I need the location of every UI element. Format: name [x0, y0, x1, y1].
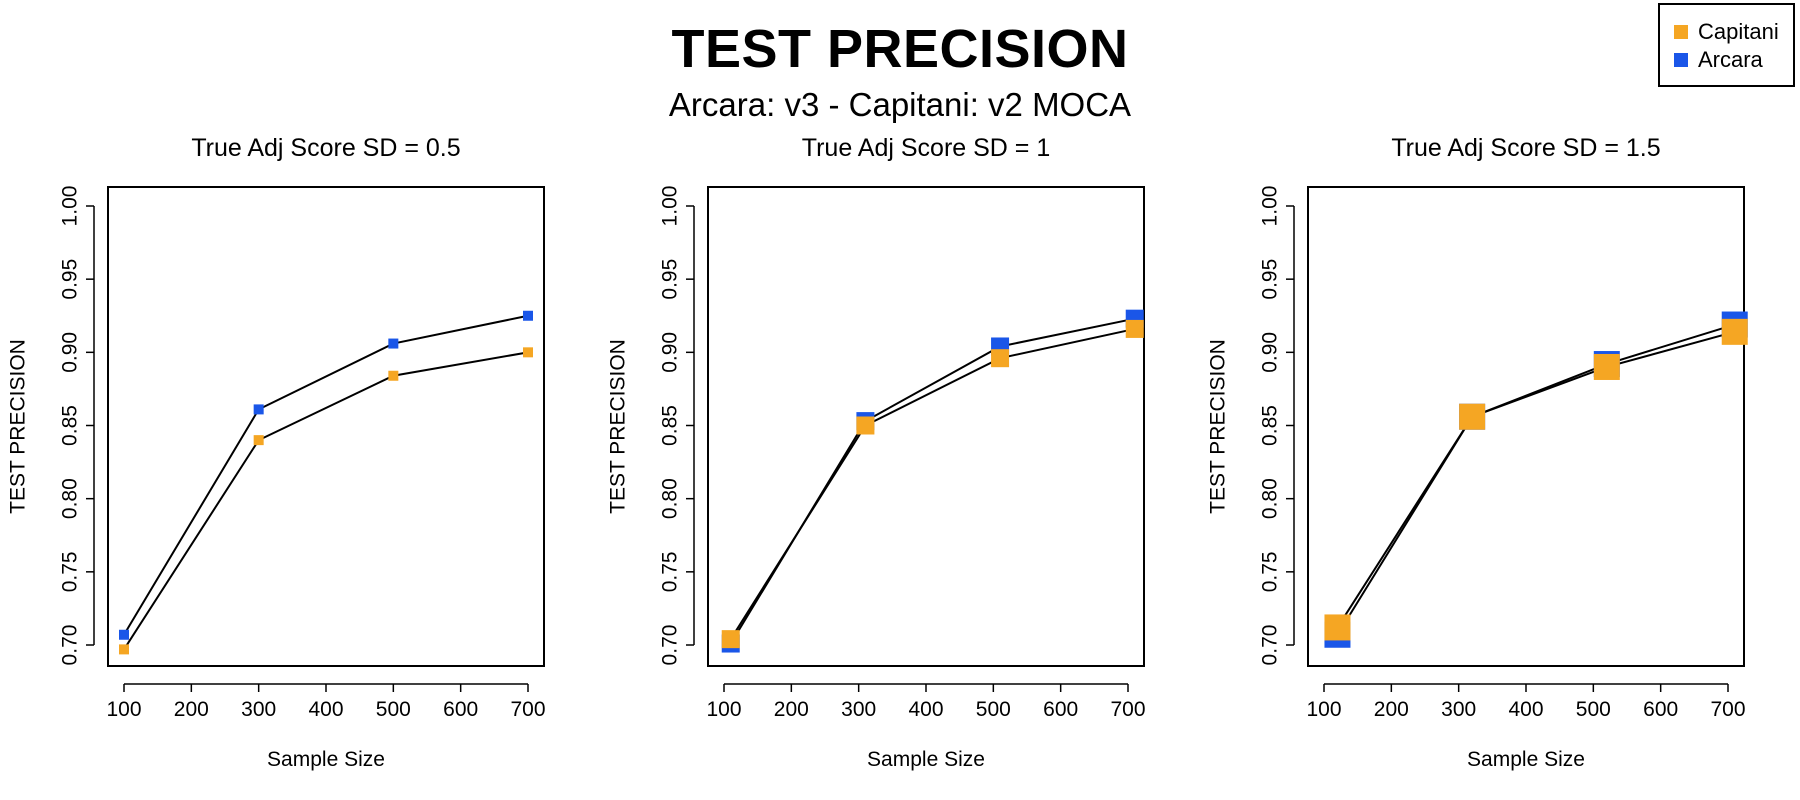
x-tick-label: 500 [376, 698, 411, 721]
y-tick-label: 0.95 [659, 259, 682, 300]
panel-title: True Adj Score SD = 1 [802, 134, 1051, 162]
y-tick-label: 0.95 [1259, 259, 1282, 300]
legend-item-capitani: Capitani [1674, 19, 1779, 45]
legend-label-capitani: Capitani [1698, 19, 1779, 44]
chart-panel-2: True Adj Score SD = 1 100 200 300 400 500 600 7… [607, 134, 1146, 771]
y-tick-label: 0.80 [659, 478, 682, 519]
x-tick-label: 700 [510, 698, 545, 721]
x-tick-label: 100 [106, 698, 141, 721]
y-tick-label: 1.00 [1259, 186, 1282, 227]
y-tick-label: 0.70 [59, 625, 82, 666]
data-point-arcara [119, 629, 129, 640]
plot-frame [707, 186, 1145, 667]
data-point-capitani [119, 644, 129, 655]
x-tick-label: 200 [774, 698, 809, 721]
x-tick-label: 300 [241, 698, 276, 721]
x-tick-label: 200 [1374, 698, 1409, 721]
data-point-capitani [1593, 353, 1620, 380]
data-point-arcara [523, 310, 533, 321]
y-tick-label: 0.75 [1259, 551, 1282, 592]
data-point-capitani [1721, 318, 1748, 345]
legend: Capitani Arcara [1658, 3, 1795, 87]
x-tick-label: 700 [1710, 698, 1745, 721]
legend-swatch-capitani [1674, 25, 1688, 39]
data-point-capitani [1324, 614, 1351, 641]
y-tick-label: 0.80 [59, 478, 82, 519]
y-tick-label: 0.75 [59, 551, 82, 592]
y-tick-label: 0.85 [59, 405, 82, 446]
y-tick-label: 0.85 [1259, 405, 1282, 446]
data-point-capitani [991, 349, 1010, 368]
x-axis-label: Sample Size [867, 748, 985, 771]
x-tick-label: 400 [308, 698, 343, 721]
data-point-capitani [523, 347, 533, 358]
x-tick-label: 200 [174, 698, 209, 721]
x-tick-label: 400 [908, 698, 943, 721]
y-tick-label: 1.00 [59, 186, 82, 227]
y-tick-label: 0.95 [59, 259, 82, 300]
series-line-capitani [1336, 330, 1735, 628]
data-point-capitani [388, 370, 399, 381]
series-line-capitani [729, 327, 1135, 640]
legend-item-arcara: Arcara [1674, 47, 1763, 73]
y-axis-label: TEST PRECISION [1207, 339, 1230, 514]
x-tick-label: 600 [1043, 698, 1078, 721]
x-tick-label: 400 [1508, 698, 1543, 721]
y-tick-label: 0.70 [1259, 625, 1282, 666]
chart-panel-3: True Adj Score SD = 1.5 100 200 300 400 500 60… [1207, 134, 1748, 771]
data-point-capitani [856, 416, 875, 435]
panel-title: True Adj Score SD = 0.5 [191, 134, 460, 162]
x-tick-label: 100 [706, 698, 741, 721]
x-tick-label: 300 [1441, 698, 1476, 721]
x-tick-label: 100 [1306, 698, 1341, 721]
x-axis-label: Sample Size [267, 748, 385, 771]
x-tick-label: 600 [1643, 698, 1678, 721]
x-tick-label: 700 [1110, 698, 1145, 721]
chart-subtitle: Arcara: v3 - Capitani: v2 MOCA [668, 86, 1132, 123]
data-point-capitani [1125, 319, 1144, 338]
y-tick-label: 0.90 [659, 332, 682, 373]
series-line-arcara [1336, 323, 1736, 636]
series-line-capitani [123, 351, 529, 650]
y-axis-label: TEST PRECISION [7, 339, 30, 514]
plot-frame [107, 186, 545, 667]
y-tick-label: 0.85 [659, 405, 682, 446]
series-line-arcara [729, 317, 1135, 645]
y-tick-label: 0.70 [659, 625, 682, 666]
x-axis-label: Sample Size [1467, 748, 1585, 771]
y-tick-label: 0.90 [1259, 332, 1282, 373]
data-point-capitani [253, 435, 264, 446]
y-tick-label: 1.00 [659, 186, 682, 227]
y-axis-label: TEST PRECISION [607, 339, 630, 514]
legend-swatch-arcara [1674, 53, 1688, 67]
plot-frame [1307, 186, 1745, 667]
y-tick-label: 0.80 [1259, 478, 1282, 519]
x-tick-label: 300 [841, 698, 876, 721]
legend-label-arcara: Arcara [1698, 47, 1763, 72]
chart-title: TEST PRECISION [671, 19, 1129, 79]
data-point-capitani [721, 630, 740, 649]
x-tick-label: 500 [976, 698, 1011, 721]
y-tick-label: 0.75 [659, 551, 682, 592]
panel-title: True Adj Score SD = 1.5 [1391, 134, 1660, 162]
series-line-arcara [123, 314, 529, 636]
x-tick-label: 600 [443, 698, 478, 721]
data-point-arcara [388, 338, 399, 349]
data-point-arcara [253, 404, 264, 415]
data-point-capitani [1459, 403, 1486, 430]
chart-panel-1: True Adj Score SD = 0.5 100 200 300 400 500 60… [7, 134, 546, 771]
x-tick-label: 500 [1576, 698, 1611, 721]
y-tick-label: 0.90 [59, 332, 82, 373]
